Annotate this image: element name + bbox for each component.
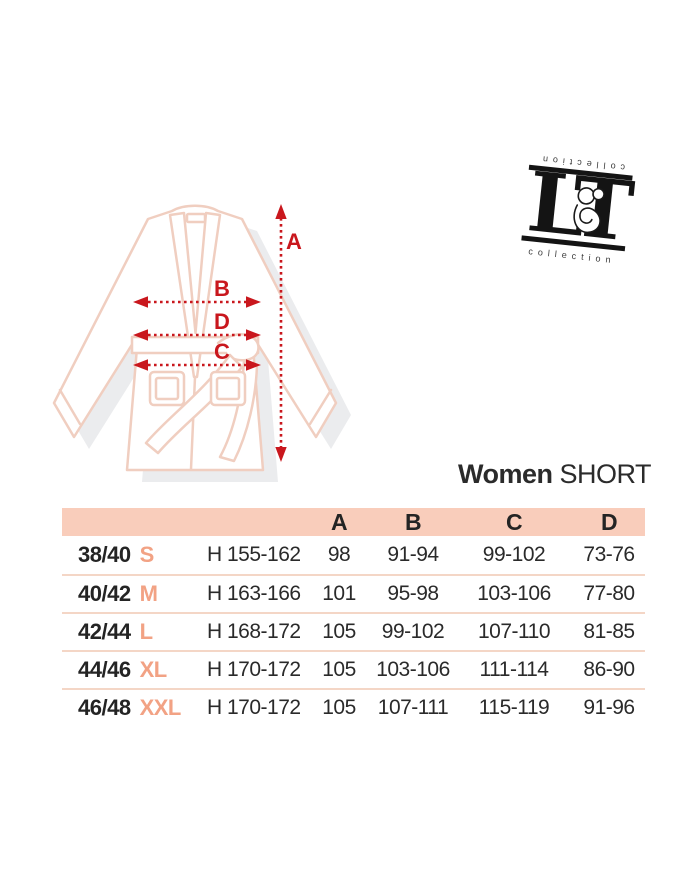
value-c: 107-110 xyxy=(477,620,551,643)
right-pocket-inner xyxy=(215,376,241,401)
title-short: SHORT xyxy=(559,459,651,489)
height-cell: H 155-162 xyxy=(207,543,301,566)
height-cell: H 170-172 xyxy=(207,696,301,719)
size-cell: 42/44 L xyxy=(62,619,207,645)
arrowhead-d-left xyxy=(133,329,148,341)
size-letter: S xyxy=(139,542,155,567)
arrowhead-b-left xyxy=(133,296,148,308)
size-cell: 40/42 M xyxy=(62,581,207,607)
page-title: Women SHORT xyxy=(0,459,652,489)
table-header-d: D xyxy=(600,508,618,535)
size-letter: L xyxy=(139,619,153,644)
value-b: 99-102 xyxy=(381,620,445,643)
size-letter: XL xyxy=(139,657,168,682)
value-b: 107-111 xyxy=(377,696,449,719)
size-letter: M xyxy=(139,581,158,606)
measure-arrow-b: B xyxy=(133,276,261,308)
table-header-a: A xyxy=(330,508,348,535)
value-c: 111-114 xyxy=(479,658,549,681)
neck-tag xyxy=(185,212,207,224)
value-a: 105 xyxy=(322,620,356,643)
measure-label-a: A xyxy=(286,229,302,254)
value-c: 115-119 xyxy=(478,696,550,719)
logo-letters: LT xyxy=(521,154,633,260)
arrowhead-a-bottom xyxy=(275,447,287,462)
arrowhead-d-right xyxy=(246,329,261,341)
robe-body xyxy=(52,204,338,472)
title-women: Women xyxy=(457,459,553,489)
value-d: 91-96 xyxy=(583,696,635,719)
front-opening-line xyxy=(189,375,197,471)
value-d: 73-76 xyxy=(583,543,635,566)
logo-figure-doodle xyxy=(573,187,605,234)
arrowhead-b-right xyxy=(246,296,261,308)
arrowhead-c-right xyxy=(246,359,261,371)
size-letter: XXL xyxy=(139,695,182,720)
value-d: 81-85 xyxy=(583,620,635,643)
height-cell: H 168-172 xyxy=(207,620,301,643)
arrowhead-a-top xyxy=(275,204,287,219)
measure-label-d: D xyxy=(214,309,230,334)
height-cell: H 163-166 xyxy=(207,582,301,605)
value-c: 99-102 xyxy=(482,543,546,566)
right-cuff-line xyxy=(308,388,333,426)
value-a: 98 xyxy=(327,543,351,566)
value-d: 86-90 xyxy=(583,658,635,681)
value-d: 77-80 xyxy=(583,582,635,605)
table-header-c: C xyxy=(505,508,523,535)
measure-label-c: C xyxy=(214,339,230,364)
size-number: 42/44 xyxy=(78,619,131,644)
height-cell: H 170-172 xyxy=(207,658,301,681)
size-number: 38/40 xyxy=(78,542,131,567)
robe-illustration: A B D C xyxy=(52,204,351,482)
table-row: 46/48 XXL H 170-172 105 107-111 115-119 9… xyxy=(62,688,645,726)
size-cell: 44/46 XL xyxy=(62,657,207,683)
value-b: 103-106 xyxy=(376,658,450,681)
size-table: A B C D 38/40 S H 155-162 98 91-94 99-102… xyxy=(62,508,645,726)
table-row: 44/46 XL H 170-172 105 103-106 111-114 86… xyxy=(62,650,645,688)
arrowhead-c-left xyxy=(133,359,148,371)
left-pocket-inner xyxy=(154,376,180,401)
size-number: 40/42 xyxy=(78,581,131,606)
size-cell: 38/40 S xyxy=(62,542,207,568)
measurement-arrows: A B D C xyxy=(133,204,302,462)
value-b: 95-98 xyxy=(387,582,439,605)
table-row: 40/42 M H 163-166 101 95-98 103-106 77-80 xyxy=(62,574,645,612)
measure-arrow-c: C xyxy=(133,339,261,371)
value-a: 105 xyxy=(322,696,356,719)
table-header-b: B xyxy=(404,508,422,535)
value-a: 105 xyxy=(322,658,356,681)
measure-arrow-d: D xyxy=(133,309,261,341)
left-cuff-line xyxy=(58,388,82,426)
measure-arrow-a: A xyxy=(275,204,302,462)
brand-logo: collection LT collection xyxy=(503,145,652,270)
table-row: 38/40 S H 155-162 98 91-94 99-102 73-76 xyxy=(62,536,645,574)
value-b: 91-94 xyxy=(387,543,439,566)
table-header-row: A B C D xyxy=(62,508,645,536)
measure-label-b: B xyxy=(214,276,230,301)
size-number: 44/46 xyxy=(78,657,131,682)
value-c: 103-106 xyxy=(477,582,551,605)
table-row: 42/44 L H 168-172 105 99-102 107-110 81-8… xyxy=(62,612,645,650)
value-a: 101 xyxy=(322,582,356,605)
size-cell: 46/48 XXL xyxy=(62,695,207,721)
size-number: 46/48 xyxy=(78,695,131,720)
